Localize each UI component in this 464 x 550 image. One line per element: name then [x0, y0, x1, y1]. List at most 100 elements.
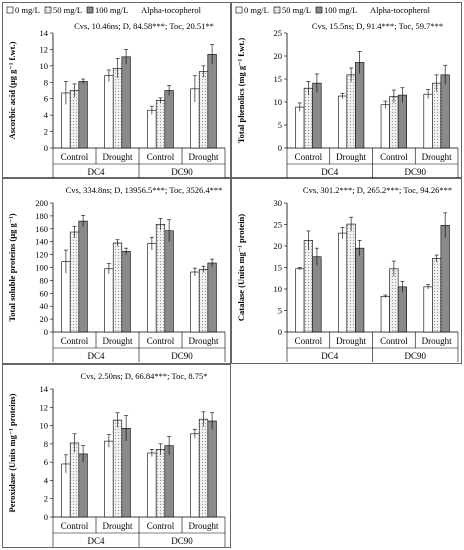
bar	[346, 74, 356, 149]
y-tick-label: 4	[44, 110, 49, 120]
group-label: DC90	[404, 351, 426, 361]
y-tick-label: 100	[35, 263, 48, 273]
y-tick-label: 4	[44, 475, 49, 485]
legend-label: Alpha-tocopherol	[141, 5, 202, 15]
bar	[380, 104, 390, 149]
bar	[78, 453, 88, 518]
group-label: DC4	[321, 167, 339, 177]
y-tick-label: 10	[274, 284, 283, 294]
chart-phenolics: 0 mg/L 50 mg/L 100 mg/L Alpha-tocopherol Cvs…	[235, 5, 459, 178]
y-axis-label: Total phenolics (mg g⁻¹ f.wt.)	[236, 38, 246, 144]
y-tick-label: 15	[274, 263, 283, 273]
y-tick-label: 40	[40, 301, 49, 311]
legend-swatch-2	[315, 6, 323, 14]
bar	[295, 268, 305, 333]
bar	[69, 90, 80, 149]
y-tick-label: 6	[44, 457, 48, 467]
x-tick-label: Drought	[422, 336, 452, 346]
x-tick-label: Drought	[189, 521, 219, 531]
bar	[207, 54, 217, 149]
x-tick-label: Control	[380, 336, 408, 346]
legend-swatch-1	[273, 6, 281, 14]
chart-peroxidase: Cvs, 2.50ns; D, 66.84***; Toc, 8.75* 0 2 4 6…	[7, 371, 226, 547]
group-label: DC4	[87, 167, 105, 177]
legend-swatch-0	[235, 6, 243, 14]
panel-total-phenolics: 0 mg/L 50 mg/L 100 mg/L Alpha-tocopherol Cvs…	[231, 2, 462, 178]
legend-label: 0 mg/L	[15, 5, 40, 15]
y-tick-label: 25	[274, 28, 283, 38]
bar	[355, 62, 365, 149]
bar	[346, 223, 356, 333]
legend-label: 0 mg/L	[244, 5, 269, 15]
y-tick-label: 140	[35, 237, 48, 247]
legend-label: 50 mg/L	[53, 5, 82, 15]
x-tick-label: Control	[61, 152, 89, 162]
legend: 0 mg/L 50 mg/L 100 mg/L Alpha-tocopherol	[6, 5, 202, 15]
bar	[207, 262, 217, 333]
y-axis-label: Catalase (Units mg⁻¹ protein)	[236, 214, 246, 321]
bar	[78, 220, 88, 333]
group-label: DC90	[171, 351, 193, 361]
group-label: DC4	[87, 351, 105, 361]
bar	[198, 269, 209, 333]
bar	[112, 68, 123, 149]
y-tick-label: 30	[274, 198, 283, 208]
bar	[312, 82, 322, 149]
bar	[190, 271, 200, 333]
legend-swatch-1	[44, 6, 52, 14]
bar	[190, 433, 200, 518]
bar	[397, 94, 407, 149]
bar	[121, 428, 131, 518]
chart-proteins: Cvs, 334.8ns; D, 13956.5***; Toc, 3526.4…	[7, 185, 226, 362]
bar	[155, 223, 166, 333]
y-tick-label: 5	[278, 120, 282, 130]
group-label: DC90	[171, 167, 193, 177]
x-tick-label: Control	[61, 521, 89, 531]
x-tick-label: Control	[61, 336, 89, 346]
legend: 0 mg/L 50 mg/L 100 mg/L Alpha-tocopherol	[235, 5, 431, 15]
x-tick-label: Control	[147, 521, 175, 531]
bar	[164, 230, 174, 333]
legend-swatch-2	[86, 6, 94, 14]
stats-text: Cvs, 334.8ns; D, 13956.5***; Toc, 3526.4…	[66, 185, 223, 195]
y-tick-label: 2	[44, 494, 48, 504]
y-tick-label: 6	[44, 94, 48, 104]
x-tick-label: Control	[295, 336, 323, 346]
group-label: DC4	[87, 536, 105, 546]
x-tick-label: Drought	[189, 152, 219, 162]
bar	[147, 452, 157, 518]
y-tick-label: 200	[35, 198, 48, 208]
y-tick-label: 25	[274, 220, 283, 230]
panel-peroxidase: Cvs, 2.50ns; D, 66.84***; Toc, 8.75* 0 2 4 6…	[2, 364, 231, 548]
y-tick-label: 15	[274, 74, 283, 84]
y-tick-label: 8	[44, 439, 48, 449]
panel-total-soluble-proteins: Cvs, 334.8ns; D, 13956.5***; Toc, 3526.4…	[2, 178, 231, 364]
legend-label: 50 mg/L	[282, 5, 311, 15]
bar	[112, 419, 123, 518]
bar	[207, 420, 217, 518]
legend-label: 100 mg/L	[324, 5, 357, 15]
legend-label: 100 mg/L	[95, 5, 128, 15]
chart-catalase: Cvs, 301.2***; D, 265.2***; Toc, 94.26**…	[236, 185, 459, 362]
bar	[432, 258, 442, 333]
bar	[303, 240, 313, 333]
x-tick-label: Drought	[189, 336, 219, 346]
bar	[104, 268, 114, 333]
y-axis-label: Peroxidase (Units mg⁻¹ proteins)	[7, 393, 17, 512]
stats-text: Cvs, 15.5ns; D, 91.4***; Toc, 59.7***	[312, 21, 443, 31]
y-tick-label: 12	[40, 402, 49, 412]
bar	[338, 95, 348, 149]
bar	[69, 442, 80, 518]
bar	[121, 56, 131, 149]
y-tick-label: 10	[274, 97, 283, 107]
y-axis-label: Total soluble proteins (µg g⁻¹)	[7, 213, 17, 321]
y-tick-label: 20	[274, 51, 283, 61]
y-axis-label: Ascorbic acid (µg g⁻¹ f.wt.)	[7, 41, 17, 139]
y-tick-label: 14	[40, 384, 49, 394]
y-tick-label: 180	[35, 211, 48, 221]
bar	[440, 225, 450, 333]
bar	[69, 231, 80, 333]
y-tick-label: 10	[40, 421, 49, 431]
bar	[380, 296, 390, 333]
